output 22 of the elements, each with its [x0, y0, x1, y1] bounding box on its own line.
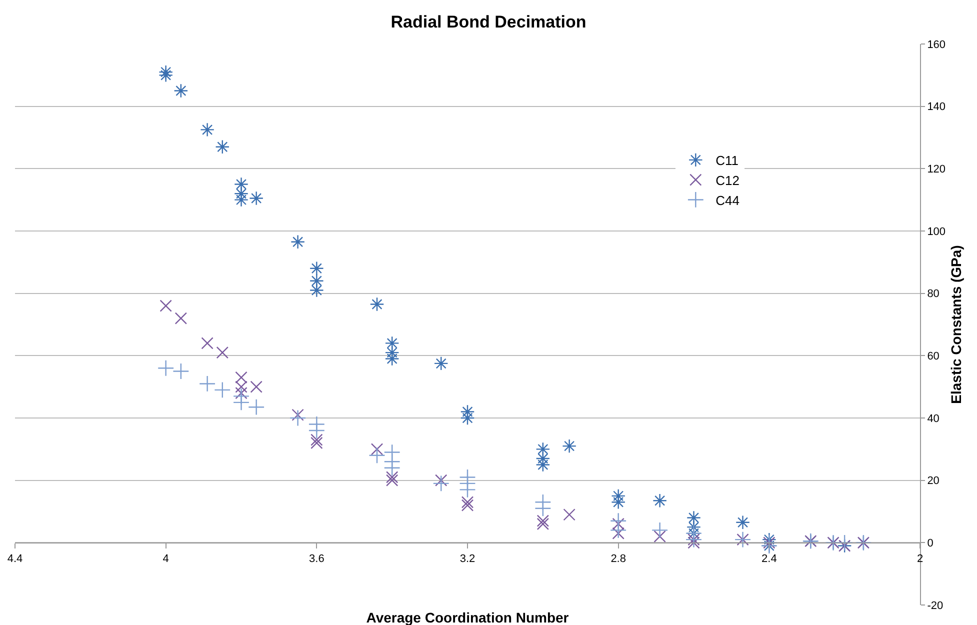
x-tick-label: 4.4	[7, 552, 23, 565]
y-tick-label: 100	[927, 226, 946, 238]
y-tick-label: 160	[927, 38, 946, 51]
legend-label: C44	[716, 192, 740, 208]
y-tick-label: 40	[927, 412, 940, 425]
y-axis-title: Elastic Constants (GPa)	[948, 245, 964, 404]
chart-title: Radial Bond Decimation	[390, 12, 586, 32]
x-tick-label: 3.6	[309, 552, 324, 565]
y-tick-label: 120	[927, 164, 946, 176]
y-tick-label: 80	[927, 288, 940, 300]
x-tick-label: 2.8	[610, 552, 626, 565]
y-tick-label: -20	[927, 600, 944, 612]
y-tick-label: 0	[927, 538, 934, 550]
x-tick-label: 2	[916, 552, 924, 565]
y-tick-label: 60	[927, 350, 940, 363]
y-tick-label: 140	[927, 101, 946, 114]
legend-label: C11	[716, 153, 739, 168]
x-tick-label: 2.4	[762, 552, 777, 565]
y-tick-label: 20	[927, 475, 940, 488]
x-tick-label: 3.2	[460, 552, 476, 565]
x-tick-label: 4	[162, 552, 169, 565]
legend-label: C12	[716, 172, 740, 188]
